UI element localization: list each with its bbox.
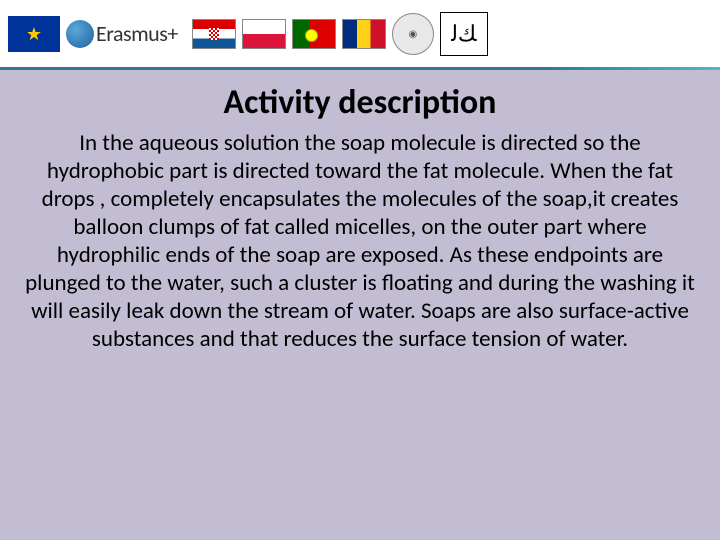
erasmus-logo: Erasmus+: [66, 20, 178, 48]
eu-stars-icon: ★: [26, 23, 42, 45]
header-banner: ★ Erasmus+ ◉ ﻚﻟ: [0, 0, 720, 70]
emblem-icon: ◉: [392, 13, 434, 55]
erasmus-text: Erasmus+: [96, 20, 178, 47]
flag-croatia-icon: [192, 19, 236, 49]
eu-flag-icon: ★: [8, 16, 60, 52]
arabic-logo-icon: ﻚﻟ: [440, 12, 488, 56]
body-text: In the aqueous solution the soap molecul…: [24, 129, 696, 353]
page-title: Activity description: [24, 82, 696, 123]
erasmus-circle-icon: [66, 20, 94, 48]
content-area: Activity description In the aqueous solu…: [0, 70, 720, 353]
flag-poland-icon: [242, 19, 286, 49]
flag-romania-icon: [342, 19, 386, 49]
flag-portugal-icon: [292, 19, 336, 49]
